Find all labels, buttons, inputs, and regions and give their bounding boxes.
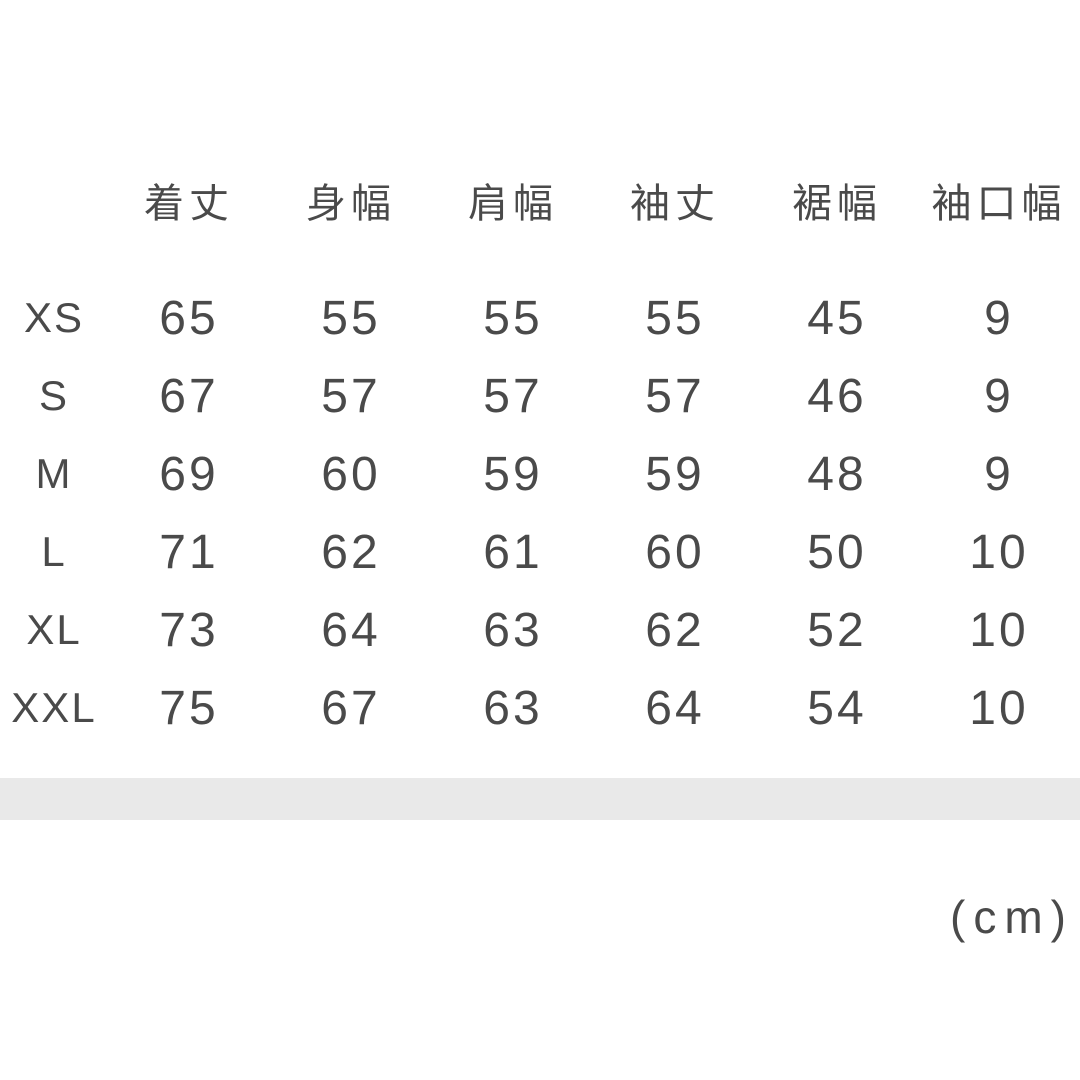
- measurement-value: 64: [645, 681, 705, 735]
- row-label-l: L: [41, 528, 67, 575]
- column-header-shoulder-width: 肩幅: [468, 182, 558, 226]
- measurement-value: 61: [483, 525, 543, 579]
- measurement-value: 9: [984, 369, 1014, 423]
- measurement-value: 48: [807, 447, 867, 501]
- corner-spacer: [0, 168, 108, 232]
- column-header-body-width: 身幅: [306, 182, 396, 226]
- measurement-value: 60: [321, 447, 381, 501]
- measurement-value: 55: [645, 291, 705, 345]
- measurement-value: 57: [321, 369, 381, 423]
- measurement-value: 73: [159, 603, 219, 657]
- measurement-value: 57: [645, 369, 705, 423]
- column-header-sleeve-length: 袖丈: [630, 182, 720, 226]
- measurement-value: 67: [321, 681, 381, 735]
- measurement-value: 9: [984, 447, 1014, 501]
- measurement-value: 62: [645, 603, 705, 657]
- measurement-value: 63: [483, 681, 543, 735]
- measurement-value: 10: [969, 525, 1029, 579]
- row-label-s: S: [38, 372, 69, 419]
- measurement-value: 52: [807, 603, 867, 657]
- size-chart-body: XS 65 55 55 55 45 9 S 67 57 57 57 46 9 M…: [0, 279, 1080, 747]
- measurement-value: 10: [969, 603, 1029, 657]
- measurement-value: 62: [321, 525, 381, 579]
- row-label-xxl: XXL: [11, 684, 97, 731]
- unit-label: (cm): [950, 891, 1074, 943]
- measurement-value: 55: [321, 291, 381, 345]
- row-label-m: M: [35, 450, 73, 497]
- size-chart-header-row: 着丈 身幅 肩幅 袖丈 裾幅 袖口幅: [0, 168, 1080, 232]
- measurement-value: 9: [984, 291, 1014, 345]
- measurement-value: 54: [807, 681, 867, 735]
- measurement-value: 46: [807, 369, 867, 423]
- measurement-value: 45: [807, 291, 867, 345]
- column-header-cuff-width: 袖口幅: [931, 182, 1067, 226]
- divider-bar: [0, 778, 1080, 820]
- measurement-value: 57: [483, 369, 543, 423]
- measurement-value: 69: [159, 447, 219, 501]
- row-label-xs: XS: [23, 294, 85, 341]
- measurement-value: 59: [645, 447, 705, 501]
- measurement-value: 59: [483, 447, 543, 501]
- row-label-xl: XL: [26, 606, 82, 653]
- measurement-value: 75: [159, 681, 219, 735]
- column-header-hem-width: 裾幅: [792, 182, 882, 226]
- measurement-value: 55: [483, 291, 543, 345]
- measurement-value: 60: [645, 525, 705, 579]
- measurement-value: 10: [969, 681, 1029, 735]
- column-header-body-length: 着丈: [144, 182, 234, 226]
- measurement-value: 65: [159, 291, 219, 345]
- measurement-value: 63: [483, 603, 543, 657]
- measurement-value: 71: [159, 525, 219, 579]
- measurement-value: 64: [321, 603, 381, 657]
- measurement-value: 50: [807, 525, 867, 579]
- measurement-value: 67: [159, 369, 219, 423]
